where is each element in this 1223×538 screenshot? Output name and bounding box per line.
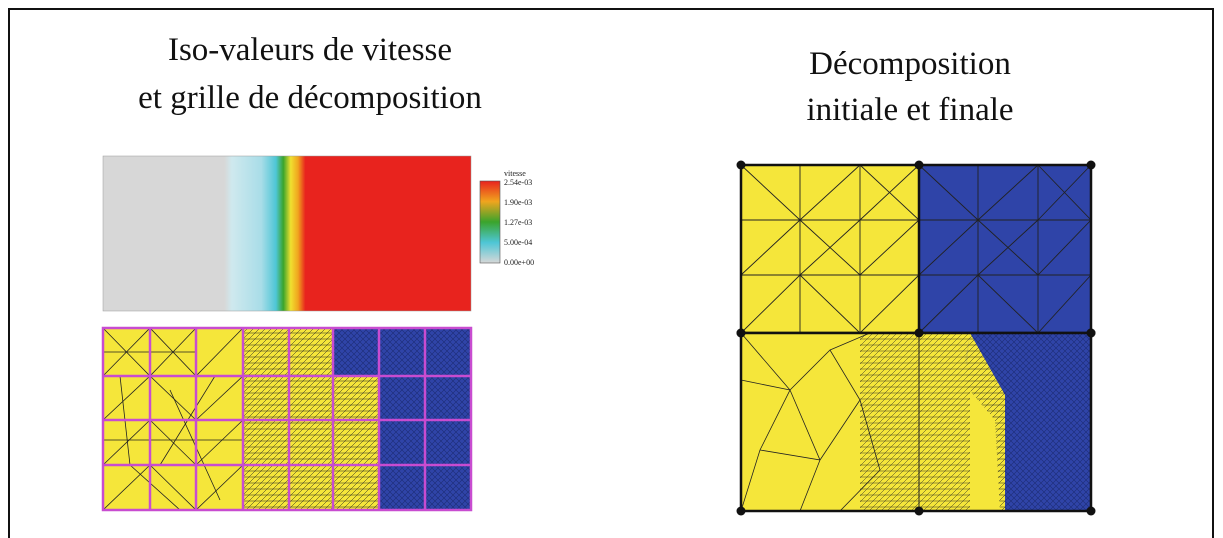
left-title-line1: Iso-valeurs de vitesse xyxy=(167,32,453,68)
legend-tick-3: 5.00e-04 xyxy=(504,238,532,247)
initial-decomposition xyxy=(736,160,1096,338)
legend-tick-4: 0.00e+00 xyxy=(504,258,534,267)
legend-colorbar xyxy=(479,180,501,264)
right-title-line2: initiale et finale xyxy=(806,92,1014,128)
frame-border-top xyxy=(8,8,1214,10)
legend-title: vitesse xyxy=(504,169,526,178)
decomposition-grid-lines xyxy=(101,326,473,512)
legend-tick-1: 1.90e-03 xyxy=(504,198,532,207)
frame-border-left xyxy=(8,8,10,538)
right-title-line1: Décomposition xyxy=(809,46,1011,82)
left-title-line2: et grille de décomposition xyxy=(138,80,482,116)
decomposition-grid-mesh xyxy=(101,326,473,512)
velocity-field xyxy=(102,155,472,312)
final-subdomain-blue xyxy=(965,333,1091,511)
frame-border-right xyxy=(1212,8,1214,538)
final-decomposition xyxy=(736,328,1096,516)
legend-tick-2: 1.27e-03 xyxy=(504,218,532,227)
velocity-legend: vitesse 2.54e-03 1.90e-03 1.27e-03 5.00e… xyxy=(479,169,534,267)
legend-tick-0: 2.54e-03 xyxy=(504,178,532,187)
